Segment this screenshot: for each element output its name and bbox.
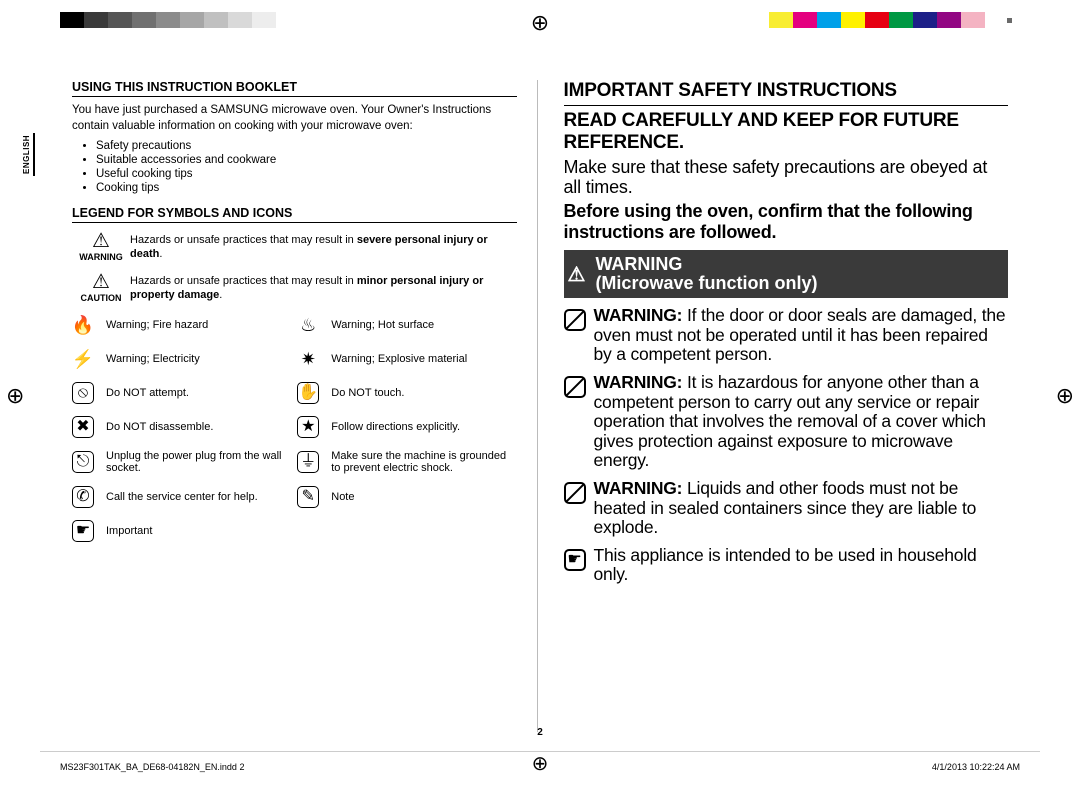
right-column: IMPORTANT SAFETY INSTRUCTIONS READ CAREF… <box>538 80 1021 732</box>
legend-icon: ⏚ <box>297 451 319 473</box>
legend-icon: ✎ <box>297 486 319 508</box>
legend-text: Do NOT attempt. <box>106 387 291 399</box>
warning-bar: ⚠ WARNING (Microwave function only) <box>564 250 1009 298</box>
legend-text: Do NOT disassemble. <box>106 421 291 433</box>
warning-bar-line1: WARNING <box>595 255 817 274</box>
legend-icon: ☛ <box>72 520 94 542</box>
legend-text: Follow directions explicitly. <box>331 421 516 433</box>
page-number: 2 <box>537 727 543 738</box>
legend-text: Warning; Fire hazard <box>106 319 291 331</box>
crosshair-icon: ⊕ <box>531 10 549 36</box>
color-swatch <box>793 12 817 28</box>
legend-icon: ★ <box>297 416 319 438</box>
color-swatch <box>913 12 937 28</box>
section-heading-booklet: Using this instruction booklet <box>72 80 517 97</box>
legend-text: Unplug the power plug from the wall sock… <box>106 450 291 474</box>
color-swatch <box>132 12 156 28</box>
legend-text: Call the service center for help. <box>106 491 291 503</box>
color-swatch <box>769 12 793 28</box>
colorbar-left <box>60 12 300 28</box>
hazard-warning-row: ⚠ WARNING Hazards or unsafe practices th… <box>72 231 517 264</box>
legend-icon: 🔥 <box>72 314 94 336</box>
footer-left: MS23F301TAK_BA_DE68-04182N_EN.indd 2 <box>60 762 244 772</box>
color-swatch <box>84 12 108 28</box>
legend-text: Warning; Explosive material <box>331 353 516 365</box>
hazard-text: Hazards or unsafe practices that may res… <box>130 275 357 287</box>
color-swatch <box>889 12 913 28</box>
legend-text: Warning; Electricity <box>106 353 291 365</box>
warning-text: This appliance is intended to be used in… <box>594 545 977 585</box>
color-swatch <box>228 12 252 28</box>
warning-prefix: WARNING: <box>594 478 687 498</box>
crosshair-icon: ⊕ <box>1056 383 1074 409</box>
safety-subheading: READ CAREFULLY AND KEEP FOR FUTURE REFER… <box>564 110 1009 154</box>
hazard-label: WARNING <box>72 252 130 264</box>
hazard-label: CAUTION <box>72 293 130 305</box>
colorbar-right <box>745 12 985 28</box>
color-swatch <box>841 12 865 28</box>
left-column: ENGLISH Using this instruction booklet Y… <box>60 80 538 732</box>
legend-icon: ✷ <box>297 348 319 370</box>
legend-text: Note <box>331 491 516 503</box>
caution-triangle-icon: ⚠ <box>72 272 130 292</box>
warning-item: WARNING: Liquids and other foods must no… <box>564 479 1009 538</box>
legend-text: Make sure the machine is grounded to pre… <box>331 450 516 474</box>
important-icon: ☛ <box>564 549 586 571</box>
crosshair-icon: ⊕ <box>532 751 549 776</box>
color-swatch <box>961 12 985 28</box>
safety-heading: IMPORTANT SAFETY INSTRUCTIONS <box>564 80 1009 106</box>
legend-text: Do NOT touch. <box>331 387 516 399</box>
list-item: Cooking tips <box>96 182 517 194</box>
warning-triangle-icon: ⚠ <box>568 262 586 287</box>
list-item: Useful cooking tips <box>96 168 517 180</box>
reg-square <box>1007 18 1012 23</box>
intro-text: You have just purchased a SAMSUNG microw… <box>72 103 517 134</box>
color-swatch <box>865 12 889 28</box>
safety-para-bold: Before using the oven, confirm that the … <box>564 201 1009 242</box>
section-heading-legend: Legend for symbols and icons <box>72 206 517 223</box>
legend-icon: ✖ <box>72 416 94 438</box>
legend-text: Warning; Hot surface <box>331 319 516 331</box>
color-swatch <box>108 12 132 28</box>
hazard-text: Hazards or unsafe practices that may res… <box>130 234 357 246</box>
legend-icon: ♨ <box>297 314 319 336</box>
legend-grid: 🔥 Warning; Fire hazard ♨ Warning; Hot surfa… <box>72 314 517 542</box>
footer-right: 4/1/2013 10:22:24 AM <box>932 762 1020 772</box>
warning-bar-line2: (Microwave function only) <box>595 274 817 293</box>
color-swatch <box>252 12 276 28</box>
registration-bar: ⊕ <box>0 0 1080 40</box>
color-swatch <box>60 12 84 28</box>
warning-prefix: WARNING: <box>594 305 687 325</box>
legend-icon: ⎋ <box>72 451 94 473</box>
color-swatch <box>180 12 204 28</box>
color-swatch <box>817 12 841 28</box>
page-body: ENGLISH Using this instruction booklet Y… <box>60 80 1020 732</box>
color-swatch <box>204 12 228 28</box>
legend-icon: ✆ <box>72 486 94 508</box>
language-tab: ENGLISH <box>22 133 35 176</box>
color-swatch <box>276 12 300 28</box>
color-swatch <box>156 12 180 28</box>
list-item: Safety precautions <box>96 140 517 152</box>
list-item: Suitable accessories and cookware <box>96 154 517 166</box>
warning-triangle-icon: ⚠ <box>72 231 130 251</box>
legend-icon: ⚡ <box>72 348 94 370</box>
warning-item: WARNING: It is hazardous for anyone othe… <box>564 373 1009 471</box>
warning-item: ☛ This appliance is intended to be used … <box>564 546 1009 585</box>
crosshair-icon: ⊕ <box>6 383 24 409</box>
prohibit-icon <box>564 376 586 398</box>
prohibit-icon <box>564 482 586 504</box>
safety-para: Make sure that these safety precautions … <box>564 157 1009 198</box>
bullet-list: Safety precautions Suitable accessories a… <box>96 140 517 194</box>
warning-prefix: WARNING: <box>594 372 687 392</box>
color-swatch <box>937 12 961 28</box>
prohibit-icon <box>564 309 586 331</box>
color-swatch <box>745 12 769 28</box>
hazard-caution-row: ⚠ CAUTION Hazards or unsafe practices th… <box>72 272 517 305</box>
legend-icon: ✋ <box>297 382 319 404</box>
legend-icon: ⦸ <box>72 382 94 404</box>
legend-text: Important <box>106 525 291 537</box>
warning-item: WARNING: If the door or door seals are d… <box>564 306 1009 365</box>
